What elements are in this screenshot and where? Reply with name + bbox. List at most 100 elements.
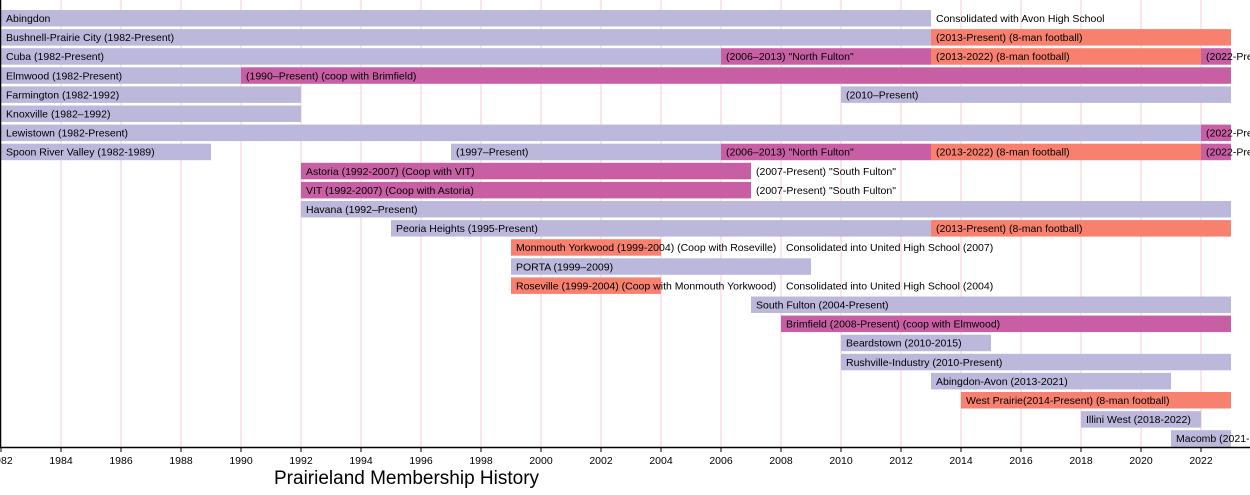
- chart-title: Prairieland Membership History: [274, 468, 540, 489]
- timeline-bar: [301, 181, 751, 199]
- bar-label: PORTA (1999–2009): [516, 261, 613, 273]
- x-tick-label: 2010: [829, 455, 853, 467]
- bar-label: VIT (1992-2007) (Coop with Astoria): [306, 185, 474, 197]
- timeline-bar: [1, 67, 241, 84]
- x-tick-label: 1988: [169, 455, 193, 467]
- bar-label: (1990–Present) (coop with Brimfield): [246, 70, 416, 82]
- bar-label: West Prairie(2014-Present) (8-man footba…: [966, 395, 1169, 407]
- timeline-bar: [391, 220, 931, 237]
- x-tick-label: 2002: [589, 455, 613, 467]
- x-tick-label: 2000: [529, 455, 553, 467]
- x-axis-ticks: 1982 1984 1986 1988 1990 1992 1994 1996 1998 2000…: [0, 447, 1213, 467]
- timeline-bar: [1171, 430, 1231, 447]
- timeline-bar: [1, 86, 301, 103]
- x-tick-label: 2008: [769, 455, 793, 467]
- bar-label: (2013-Present) (8-man football): [936, 32, 1082, 44]
- x-tick-label: 1998: [469, 455, 493, 467]
- timeline-bar: [1, 48, 721, 65]
- x-tick-label: 2006: [709, 455, 733, 467]
- bar-label: (2022-Present): [1206, 128, 1250, 140]
- bar-label: Bushnell-Prairie City (1982-Present): [6, 32, 174, 44]
- bar-label: Rushville-Industry (2010-Present): [846, 357, 1002, 369]
- timeline-bar: [931, 48, 1201, 65]
- bar-label: (2006–2013) "North Fulton": [726, 147, 854, 159]
- timeline-bar: [751, 296, 1231, 313]
- timeline-bar: [301, 162, 751, 180]
- timeline-bar: [931, 372, 1171, 390]
- x-tick-label: 2004: [649, 455, 673, 467]
- bar-label: Cuba (1982-Present): [6, 51, 104, 63]
- x-tick-label: 1996: [409, 455, 433, 467]
- bar-label: Farmington (1982-1992): [6, 89, 119, 101]
- bar-labels: Abingdon Consolidated with Avon High Scho…: [6, 13, 1250, 445]
- timeline-bar: [841, 334, 991, 352]
- timeline-bar: [451, 143, 721, 161]
- bar-label: Beardstown (2010-2015): [846, 338, 962, 350]
- annotation: Consolidated into United High School (20…: [786, 242, 993, 254]
- timeline-bar: [511, 239, 661, 256]
- bar-label: Havana (1992–Present): [306, 204, 418, 216]
- timeline-bar: [1, 29, 931, 46]
- annotation: Consolidated into United High School (20…: [786, 280, 993, 292]
- timeline-bar: [931, 220, 1231, 237]
- x-tick-label: 1982: [0, 455, 13, 467]
- bar-label: Peoria Heights (1995-Present): [396, 223, 538, 235]
- bar-label: Elmwood (1982-Present): [6, 70, 122, 82]
- timeline-bar: [1201, 143, 1231, 161]
- x-tick-label: 2018: [1069, 455, 1093, 467]
- timeline-bar: [511, 258, 811, 275]
- bar-label: (2013-Present) (8-man football): [936, 223, 1082, 235]
- x-tick-label: 2016: [1009, 455, 1033, 467]
- x-tick-label: 1992: [289, 455, 313, 467]
- bar-label: South Fulton (2004-Present): [756, 300, 889, 312]
- bar-label: (2013-2022) (8-man football): [936, 147, 1070, 159]
- timeline-bar: [1201, 48, 1231, 65]
- bar-label: Abingdon: [6, 13, 51, 25]
- annotation: (2007-Present) "South Fulton": [756, 166, 896, 178]
- x-tick-label: 2014: [949, 455, 973, 467]
- timeline-bar: [721, 48, 931, 65]
- timeline-bar: [931, 29, 1231, 46]
- bar-label: Roseville (1999-2004) (Coop with Monmout…: [516, 280, 776, 292]
- annotation: Consolidated with Avon High School: [936, 13, 1105, 25]
- bar-label: Brimfield (2008-Present) (coop with Elmw…: [786, 319, 1000, 331]
- timeline-bar: [1, 124, 1201, 142]
- timeline-bar: [961, 392, 1231, 409]
- bar-label: Astoria (1992-2007) (Coop with VIT): [306, 166, 475, 178]
- timeline-bar: [1, 10, 931, 27]
- bars: [1, 10, 1231, 447]
- bar-label: (2022-Present): [1206, 51, 1250, 63]
- timeline-bar: [841, 86, 1231, 103]
- x-tick-label: 1984: [49, 455, 73, 467]
- timeline-bar: [841, 353, 1231, 371]
- bar-label: (2022-Present): [1206, 147, 1250, 159]
- timeline-bar: [1, 143, 211, 161]
- timeline-bar: [301, 201, 1231, 218]
- timeline-bar: [1081, 411, 1201, 428]
- annotation: (2007-Present) "South Fulton": [756, 185, 896, 197]
- timeline-bar: [781, 315, 1231, 333]
- x-tick-label: 1990: [229, 455, 253, 467]
- bar-label: (2010–Present): [846, 89, 918, 101]
- timeline-bar: [241, 67, 1231, 84]
- timeline-bar: [1, 105, 301, 122]
- x-tick-label: 2022: [1189, 455, 1213, 467]
- timeline-bar: [721, 143, 931, 161]
- bar-label: Monmouth Yorkwood (1999-2004) (Coop with…: [516, 242, 776, 254]
- timeline-bar: [511, 277, 661, 294]
- timeline-bar: [1201, 124, 1231, 142]
- bar-label: (2006–2013) "North Fulton": [726, 51, 854, 63]
- bar-label: (1997–Present): [456, 147, 528, 159]
- x-tick-label: 2020: [1129, 455, 1153, 467]
- bar-label: Macomb (2021-Present): [1176, 433, 1250, 445]
- bar-label: Spoon River Valley (1982-1989): [6, 147, 155, 159]
- bar-label: Illini West (2018-2022): [1086, 414, 1191, 426]
- bar-label: Knoxville (1982–1992): [6, 109, 111, 121]
- x-tick-label: 1994: [349, 455, 373, 467]
- bar-label: (2013-2022) (8-man football): [936, 51, 1070, 63]
- x-tick-label: 2012: [889, 455, 913, 467]
- timeline-bar: [931, 143, 1201, 161]
- bar-label: Abingdon-Avon (2013-2021): [936, 376, 1068, 388]
- x-tick-label: 1986: [109, 455, 133, 467]
